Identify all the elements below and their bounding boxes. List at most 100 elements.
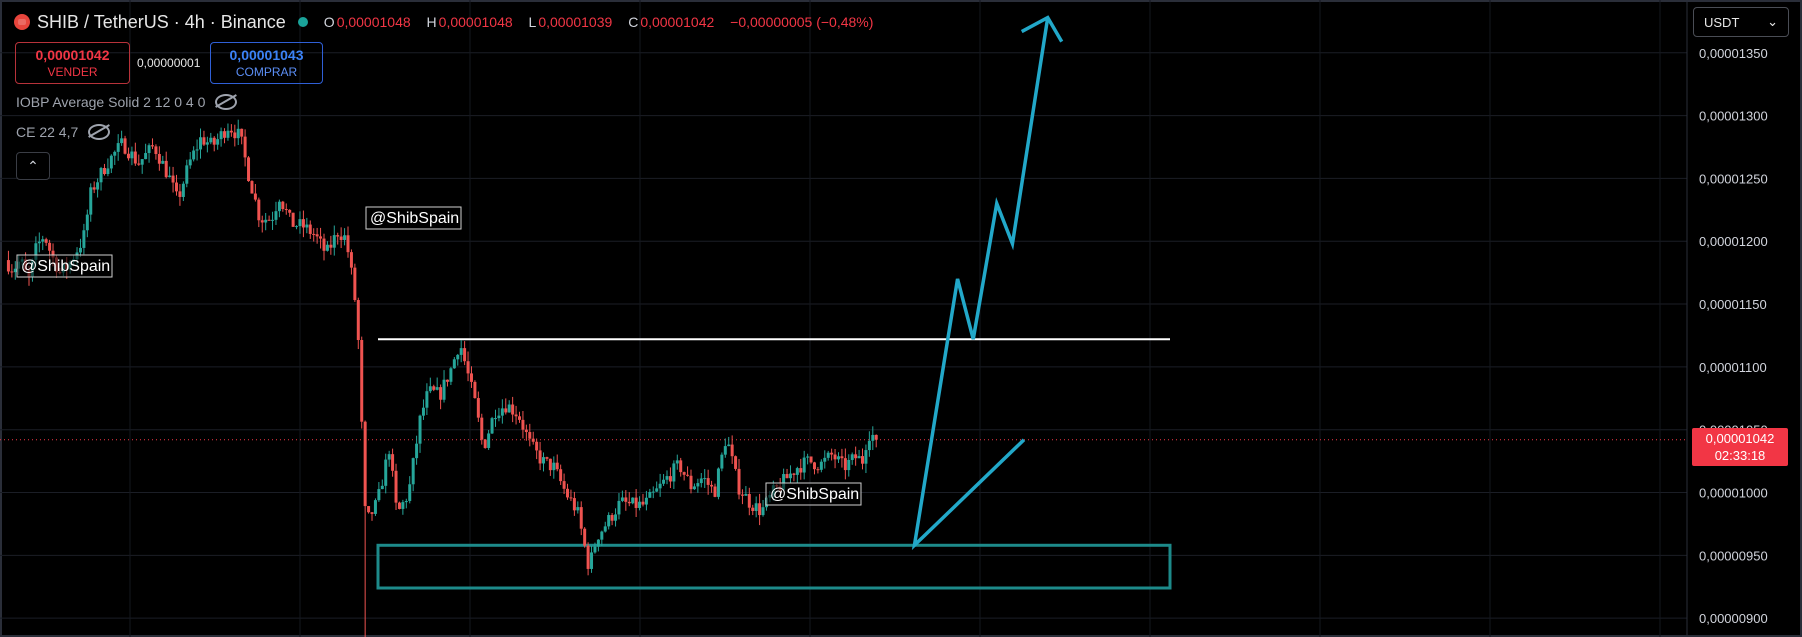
open-value: 0,00001048 [336,14,411,30]
candle-body [250,181,254,194]
close-label: C [628,14,639,30]
sell-button[interactable]: 0,00001042 VENDER [15,42,130,84]
candle-body [487,433,491,448]
support-zone [376,543,1172,590]
hide-eye-icon[interactable] [88,124,111,140]
candle-body [312,233,316,235]
candle-body [833,454,837,460]
indicator-iobp-label: IOBP Average Solid 2 12 0 4 0 [16,94,206,110]
candle-body [518,416,521,420]
candle-body [675,460,679,464]
candle-body [387,454,391,460]
candle-body [425,391,429,408]
candle-body [823,457,827,462]
candle-body [356,300,360,341]
y-tick-label: 0,00001300 [1699,109,1768,124]
candle-body [380,485,384,490]
candle-body [34,243,38,260]
hide-eye-icon[interactable] [215,94,238,110]
candle-body [243,136,247,158]
candle-body [10,271,14,273]
candle-body [305,224,309,228]
buy-button[interactable]: 0,00001043 COMPRAR [210,42,323,84]
y-tick-label: 0,00001100 [1699,360,1767,375]
candle-body [109,155,113,169]
candle-body [535,441,539,451]
symbol-title[interactable]: SHIB / TetherUS · 4h · Binance [37,11,286,32]
candle-body [864,450,868,464]
candle-body [836,456,840,460]
candle-body [96,182,100,190]
candle-body [713,486,717,497]
candle-body [363,421,367,507]
candle-body [692,486,696,490]
candle-body [607,515,611,527]
candle-body [277,201,281,212]
candle-body [802,457,806,473]
current-price-label: 0,00001042 02:33:18 [1692,428,1788,466]
candle-body [113,151,117,156]
candle-body [192,150,196,160]
candle-body [130,151,134,159]
candle-body [538,450,542,464]
candle-body [281,201,285,210]
candle-body [572,498,576,511]
candle-body [175,182,178,192]
candle-body [415,443,419,459]
candle-body [308,224,312,234]
candle-body [336,235,340,237]
y-tick-label: 0,00001350 [1699,46,1768,61]
candle-body [102,168,106,175]
candle-body [449,368,453,382]
candle-body [452,359,456,369]
indicator-iobp[interactable]: IOBP Average Solid 2 12 0 4 0 [16,94,238,110]
candle-body [871,434,875,441]
candle-body [445,379,449,382]
watermark-text: @ShibSpain [370,210,459,227]
buy-price: 0,00001043 [229,47,304,63]
low-label: L [528,14,537,30]
chart-grid [0,0,1687,637]
candle-body [397,502,401,509]
candle-body [747,493,751,508]
candle-body [662,479,666,484]
currency-select-value: USDT [1704,14,1740,30]
candle-body [41,239,45,242]
candle-body [569,497,573,499]
candle-body [795,468,799,475]
candle-body [469,373,473,382]
candle-body [78,247,82,253]
candle-body [737,468,741,495]
candle-body [51,250,55,258]
candle-body [610,515,614,521]
candle-body [408,484,412,501]
candle-body [579,507,583,529]
candle-body [788,473,792,479]
candle-body [133,151,137,164]
y-tick-label: 0,00001000 [1699,486,1768,501]
candle-body [339,236,343,240]
currency-select[interactable]: USDT ⌄ [1693,7,1789,37]
candle-body [603,526,607,532]
sell-label: VENDER [47,65,98,79]
market-status-icon [297,17,308,27]
candle-body [271,219,275,221]
candle-body [668,476,672,482]
candle-body [257,199,261,221]
candle-body [253,193,257,200]
candle-body [861,456,864,464]
candle-body [631,497,635,504]
candle-body [703,478,707,480]
watermark-box [365,206,462,230]
candle-body [514,414,518,417]
chevron-up-icon: ⌃ [27,158,39,174]
indicator-ce[interactable]: CE 22 4,7 [16,124,111,140]
candle-body [782,474,786,490]
spread-value: 0,00000001 [137,56,201,70]
candle-body [37,241,41,244]
collapse-legend-button[interactable]: ⌃ [16,152,50,180]
candle-body [428,386,432,392]
candle-body [116,143,120,152]
y-tick-label: 0,00000900 [1699,611,1768,626]
